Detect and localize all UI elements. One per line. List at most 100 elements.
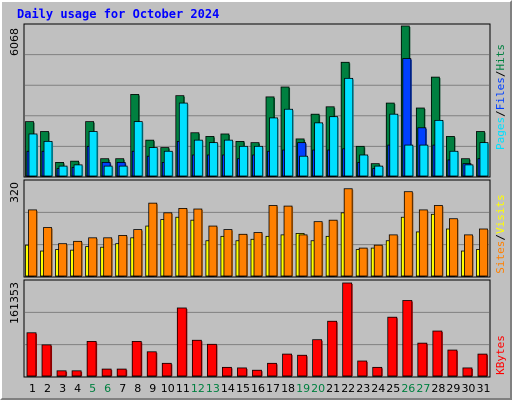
pages-bar-day-28-body — [434, 119, 444, 177]
kbytes-bar-day-11-body — [176, 307, 187, 377]
kbytes-bar-day-24-body — [372, 366, 383, 377]
pages-bar-day-27-body — [419, 144, 429, 177]
pages-bar-day-5 — [88, 131, 99, 177]
pages-bar-day-1 — [28, 133, 38, 177]
pages-bar-day-7 — [118, 165, 129, 177]
kbytes-bar-day-15-body — [237, 367, 247, 377]
kbytes-bar-day-30-body — [462, 367, 473, 377]
sites-bar-day-11-body — [178, 208, 188, 277]
sites-bar-day-14 — [223, 229, 233, 277]
kbytes-bar-day-8 — [131, 341, 143, 377]
pages-bar-day-4-body — [73, 164, 83, 177]
kbytes-bar-day-8-body — [131, 341, 142, 377]
sites-bar-day-12-body — [193, 208, 203, 277]
sites-bar-day-18-body — [283, 205, 293, 277]
sites-bar-day-26-body — [403, 191, 413, 277]
sites-bar-day-23 — [358, 247, 369, 277]
pages-bar-day-3-body — [58, 165, 68, 177]
kbytes-bar-day-25 — [387, 316, 398, 377]
kbytes-bar-day-16-body — [252, 369, 262, 377]
kbytes-bar-day-2-body — [41, 344, 52, 377]
day-label-25: 25 — [386, 382, 400, 395]
pages-bar-day-24 — [374, 165, 384, 177]
sites-bar-day-3 — [58, 243, 68, 277]
kbytes-bar-day-2 — [41, 344, 53, 377]
sites-bar-day-11 — [178, 208, 188, 277]
legend-pages: Pages — [494, 117, 507, 150]
day-label-20: 20 — [311, 382, 325, 395]
pages-bar-day-12 — [193, 139, 204, 177]
pages-bar-day-30 — [464, 164, 474, 177]
kbytes-bar-day-21-body — [327, 320, 338, 377]
kbytes-bar-day-15 — [237, 367, 248, 377]
kbytes-bar-day-1-body — [26, 332, 37, 377]
day-label-24: 24 — [371, 382, 385, 395]
legend-hits-files-pages-text: Pages/Files/Hits — [494, 44, 507, 150]
pages-bar-day-29 — [449, 150, 459, 177]
kbytes-bar-day-28 — [432, 330, 443, 377]
sites-bar-day-1 — [28, 209, 38, 277]
sites-bar-day-14-body — [223, 229, 233, 277]
sites-bar-day-19-body — [298, 234, 308, 277]
sites-bar-day-4 — [73, 240, 83, 277]
day-label-12: 12 — [191, 382, 205, 395]
pages-bar-day-27 — [419, 144, 429, 177]
pages-bar-day-23-body — [359, 154, 369, 177]
y-max-label-hits: 6068 — [8, 28, 21, 56]
day-label-17: 17 — [266, 382, 280, 395]
sites-bar-day-23-body — [358, 247, 368, 277]
kbytes-bar-day-4-body — [71, 370, 82, 377]
pages-bar-day-23 — [359, 154, 369, 177]
pages-bar-day-31 — [479, 142, 489, 177]
kbytes-bar-day-23 — [357, 360, 368, 377]
sites-bar-day-5-body — [88, 237, 98, 277]
sites-bar-day-28-body — [433, 205, 443, 277]
pages-bar-day-15-body — [239, 145, 248, 177]
legend-files: Files — [494, 77, 507, 110]
kbytes-bar-day-20-body — [312, 339, 323, 377]
sites-bar-day-21-body — [328, 219, 338, 277]
y-max-label-kbytes: 161353 — [8, 282, 21, 324]
kbytes-bar-day-7-body — [116, 368, 127, 377]
day-label-16: 16 — [251, 382, 265, 395]
sites-bar-day-22 — [343, 188, 354, 277]
day-label-13: 13 — [206, 382, 220, 395]
day-label-15: 15 — [236, 382, 250, 395]
kbytes-bar-day-29-body — [447, 349, 458, 377]
pages-bar-day-2 — [43, 140, 54, 177]
pages-bar-day-24-body — [374, 165, 384, 177]
pages-bar-day-9 — [148, 147, 159, 177]
pages-bar-day-19 — [299, 155, 309, 177]
kbytes-bar-day-27 — [417, 342, 428, 377]
pages-bar-day-18-body — [284, 108, 293, 177]
pages-bar-day-17 — [269, 117, 279, 177]
sites-bar-day-15-body — [238, 233, 248, 277]
sites-bar-day-30-body — [464, 234, 473, 277]
sites-bar-day-22-body — [343, 188, 353, 277]
day-label-5: 5 — [89, 382, 96, 395]
chart-title: Daily usage for October 2024 — [17, 7, 220, 21]
sites-bar-day-29-body — [449, 218, 458, 277]
sites-bar-day-21 — [328, 219, 339, 277]
kbytes-bar-day-9-body — [146, 351, 157, 377]
kbytes-bar-day-1 — [26, 332, 37, 377]
sites-bar-day-7-body — [118, 235, 128, 277]
legend-visits: Visits — [494, 194, 507, 234]
kbytes-bar-day-22-body — [342, 282, 353, 377]
kbytes-bar-day-16 — [252, 369, 263, 377]
sites-bar-day-29 — [449, 218, 459, 277]
y-max-labels: 6068 320 161353 — [8, 28, 21, 324]
sites-bar-day-6 — [103, 237, 113, 277]
chart-marks — [25, 25, 489, 377]
pages-bar-day-18 — [284, 108, 294, 177]
day-label-21: 21 — [326, 382, 340, 395]
pages-bar-day-6-body — [103, 165, 113, 177]
day-label-31: 31 — [476, 382, 490, 395]
pages-bar-day-21 — [329, 116, 339, 177]
pages-bar-day-12-body — [193, 139, 203, 177]
pages-bar-day-13 — [208, 142, 219, 177]
legend-hits-files-pages-separator: / — [494, 110, 507, 117]
sites-bar-day-19 — [298, 234, 309, 277]
sites-bar-day-30 — [464, 234, 474, 277]
